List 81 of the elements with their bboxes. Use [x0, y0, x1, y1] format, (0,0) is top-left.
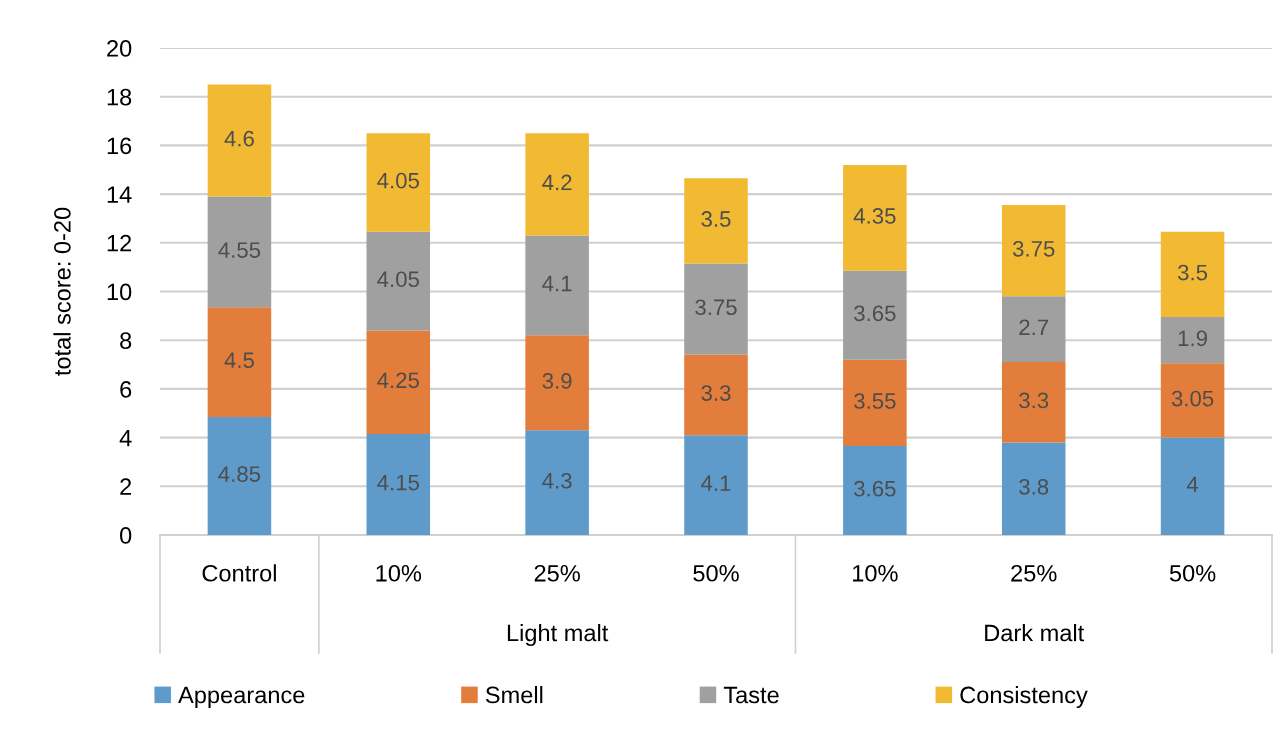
bar [1001, 442, 1066, 535]
data-label: 3.9 [542, 373, 572, 389]
bar [1160, 437, 1225, 535]
bar [366, 433, 431, 535]
y-tick-label: 12 [107, 234, 132, 252]
bar [843, 164, 907, 271]
text: Light malt [507, 623, 609, 647]
y-tick-label: 8 [120, 332, 132, 349]
legend-label: Taste [723, 686, 779, 704]
bar [684, 435, 748, 535]
bar [1160, 363, 1225, 438]
data-label: 4.1 [542, 275, 572, 292]
bar [1001, 296, 1066, 363]
data-label: 4.6 [224, 130, 254, 147]
x-tick-label: 25% [534, 564, 580, 582]
data-label: 4.1 [701, 475, 731, 491]
data-label: 4.85 [218, 466, 261, 482]
x-tick-label: Control [202, 564, 276, 582]
data-label: 4.55 [218, 242, 261, 258]
y-tick-label: 6 [120, 380, 132, 398]
x-tick-label: 50% [693, 564, 739, 582]
bar [843, 359, 907, 447]
bar [525, 235, 589, 336]
text: Dark malt [985, 623, 1085, 642]
bar [1160, 231, 1225, 318]
data-label: 3.75 [695, 299, 737, 316]
data-label: 4.3 [542, 472, 572, 489]
data-label: 1.9 [1178, 330, 1207, 347]
y-tick-label: 14 [107, 186, 132, 203]
data-label: 2.7 [1019, 319, 1049, 335]
data-label: 4.2 [542, 174, 572, 191]
bar [1001, 205, 1066, 297]
data-label: 3.65 [854, 305, 896, 322]
bar [207, 84, 272, 197]
bar [684, 354, 748, 436]
y-axis-title: total score: 0-20 [53, 207, 71, 376]
x-tick-label: 10% [853, 564, 898, 582]
legend-label: Consistency [960, 685, 1088, 709]
bar [843, 446, 907, 535]
bar [1001, 362, 1066, 443]
data-label: 4.35 [853, 208, 896, 224]
bar [366, 133, 431, 232]
legend-label: Smell [485, 685, 543, 704]
bar [525, 335, 589, 431]
data-label: 4.5 [224, 352, 254, 369]
y-tick-label: 20 [107, 40, 132, 57]
y-tick-label: 4 [119, 429, 132, 447]
data-label: 3.75 [1012, 240, 1055, 257]
x-tick-label: 50% [1169, 564, 1216, 582]
x-tick-label: 10% [376, 564, 422, 582]
y-tick-label: 16 [107, 137, 132, 155]
y-tick-label: 0 [120, 527, 132, 544]
y-tick-label: 2 [120, 478, 132, 495]
data-label: 3.65 [854, 480, 896, 497]
bar [684, 263, 748, 355]
bar [366, 330, 431, 434]
data-label: 3.55 [854, 393, 896, 409]
data-label: 4.15 [377, 474, 419, 491]
bar [684, 178, 748, 264]
bar [207, 196, 272, 308]
legend-label: Appearance [178, 686, 305, 709]
bar [525, 133, 589, 236]
data-label: 4.25 [377, 372, 419, 389]
data-label: 3.5 [1177, 264, 1208, 281]
bar [366, 231, 431, 331]
data-label: 3.05 [1171, 390, 1214, 407]
data-label: 3.3 [701, 385, 731, 401]
data-label: 4 [1186, 476, 1199, 493]
y-tick-label: 10 [107, 283, 132, 301]
bar [207, 307, 272, 417]
data-label: 4.05 [377, 271, 419, 288]
bar [525, 430, 589, 535]
bar [1160, 317, 1225, 364]
data-label: 4.05 [377, 172, 419, 189]
data-label: 3.3 [1019, 392, 1049, 409]
bar [843, 270, 907, 360]
data-label: 3.5 [701, 211, 731, 227]
bar [207, 416, 272, 535]
y-tick-label: 18 [107, 88, 132, 106]
data-label: 3.8 [1019, 478, 1049, 495]
x-tick-label: 25% [1011, 564, 1057, 582]
